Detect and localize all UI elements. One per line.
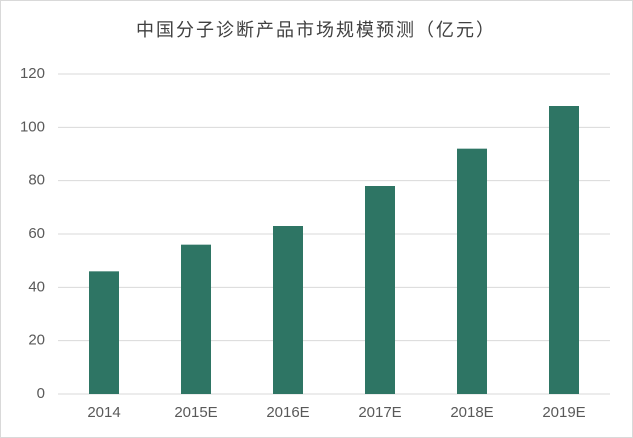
y-tick-label: 120 [20,65,45,82]
bar [181,244,211,394]
y-tick-label: 100 [20,118,45,135]
y-tick-label: 80 [28,172,45,189]
y-tick-label: 60 [28,225,45,242]
x-tick-label: 2018E [450,404,493,421]
bar [457,148,487,394]
x-tick-label: 2017E [358,404,401,421]
y-tick-label: 0 [37,385,45,402]
bar [89,271,119,394]
x-tick-label: 2014 [87,404,120,421]
y-tick-label: 20 [28,332,45,349]
x-tick-label: 2015E [174,404,217,421]
bar [365,186,395,394]
y-tick-label: 40 [28,278,45,295]
bar [549,106,579,394]
bar [273,226,303,394]
x-tick-label: 2019E [542,404,585,421]
chart-title: 中国分子诊断产品市场规模预测（亿元） [136,20,496,40]
x-tick-label: 2016E [266,404,309,421]
